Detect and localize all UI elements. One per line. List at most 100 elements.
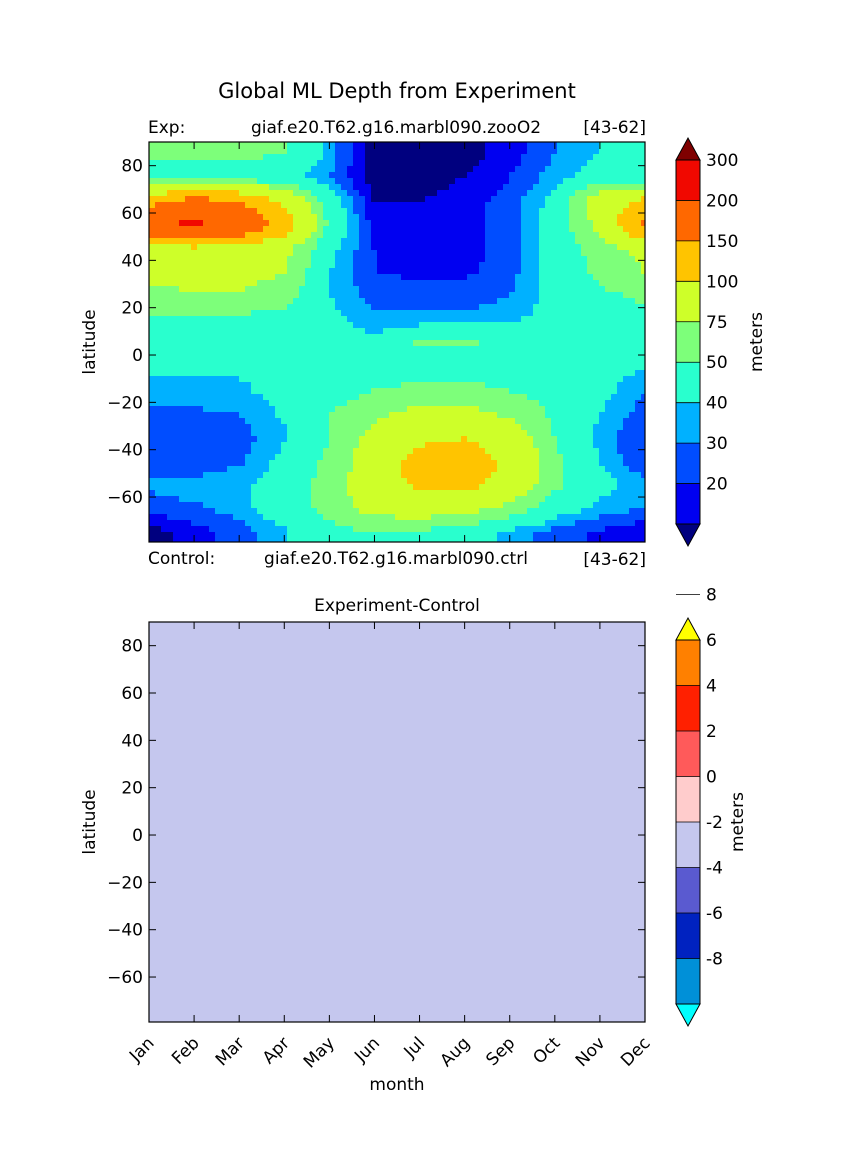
field-cell (395, 316, 402, 323)
field-cell (179, 280, 186, 287)
field-cell (317, 286, 324, 293)
field-cell (155, 388, 162, 395)
field-cell (209, 442, 216, 449)
field-cell (557, 286, 564, 293)
field-cell (617, 244, 624, 251)
field-cell (179, 430, 186, 437)
field-cell (161, 346, 168, 353)
field-cell (515, 292, 522, 299)
field-cell (239, 406, 246, 413)
field-cell (305, 478, 312, 485)
field-cell (527, 352, 534, 359)
field-cell (299, 334, 306, 341)
field-cell (329, 190, 336, 197)
field-cell (161, 328, 168, 335)
field-cell (251, 400, 258, 407)
field-cell (293, 316, 300, 323)
field-cell (581, 304, 588, 311)
field-cell (527, 322, 534, 329)
field-cell (173, 370, 180, 377)
field-cell (407, 484, 414, 491)
field-cell (149, 280, 156, 287)
field-cell (575, 220, 582, 227)
field-cell (245, 376, 252, 383)
field-cell (191, 322, 198, 329)
field-cell (575, 382, 582, 389)
field-cell (431, 154, 438, 161)
field-cell (233, 364, 240, 371)
field-cell (251, 430, 258, 437)
field-cell (221, 418, 228, 425)
field-cell (635, 286, 642, 293)
field-cell (335, 178, 342, 185)
field-cell (281, 442, 288, 449)
field-cell (323, 262, 330, 269)
field-cell (365, 340, 372, 347)
field-cell (587, 160, 594, 167)
field-cell (539, 292, 546, 299)
field-cell (335, 394, 342, 401)
field-cell (401, 226, 408, 233)
field-cell (533, 376, 540, 383)
field-cell (455, 310, 462, 317)
field-cell (371, 496, 378, 503)
field-cell (509, 280, 516, 287)
field-cell (395, 292, 402, 299)
field-cell (437, 424, 444, 431)
field-cell (413, 172, 420, 179)
field-cell (479, 454, 486, 461)
field-cell (617, 232, 624, 239)
field-cell (239, 142, 246, 149)
field-cell (431, 160, 438, 167)
field-cell (497, 424, 504, 431)
field-cell (371, 448, 378, 455)
field-cell (173, 424, 180, 431)
field-cell (473, 394, 480, 401)
field-cell (365, 328, 372, 335)
field-cell (545, 496, 552, 503)
field-cell (611, 154, 618, 161)
field-cell (563, 322, 570, 329)
field-cell (317, 142, 324, 149)
field-cell (317, 430, 324, 437)
field-cell (353, 472, 360, 479)
field-cell (167, 436, 174, 443)
field-cell (179, 226, 186, 233)
field-cell (395, 412, 402, 419)
field-cell (581, 490, 588, 497)
field-cell (431, 250, 438, 257)
field-cell (581, 154, 588, 161)
field-cell (383, 328, 390, 335)
field-cell (191, 454, 198, 461)
field-cell (509, 214, 516, 221)
field-cell (203, 166, 210, 173)
field-cell (257, 376, 264, 383)
field-cell (461, 460, 468, 467)
field-cell (581, 436, 588, 443)
field-cell (173, 298, 180, 305)
field-cell (557, 382, 564, 389)
field-cell (305, 316, 312, 323)
field-cell (461, 220, 468, 227)
field-cell (221, 442, 228, 449)
field-cell (269, 442, 276, 449)
field-cell (503, 370, 510, 377)
field-cell (365, 382, 372, 389)
field-cell (401, 268, 408, 275)
field-cell (197, 256, 204, 263)
field-cell (491, 178, 498, 185)
field-cell (353, 430, 360, 437)
field-cell (323, 238, 330, 245)
field-cell (617, 412, 624, 419)
field-cell (635, 172, 642, 179)
field-cell (407, 490, 414, 497)
field-cell (353, 154, 360, 161)
field-cell (377, 454, 384, 461)
field-cell (377, 490, 384, 497)
field-cell (443, 364, 450, 371)
field-cell (353, 268, 360, 275)
field-cell (335, 166, 342, 173)
field-cell (149, 154, 156, 161)
field-cell (179, 268, 186, 275)
field-cell (293, 388, 300, 395)
